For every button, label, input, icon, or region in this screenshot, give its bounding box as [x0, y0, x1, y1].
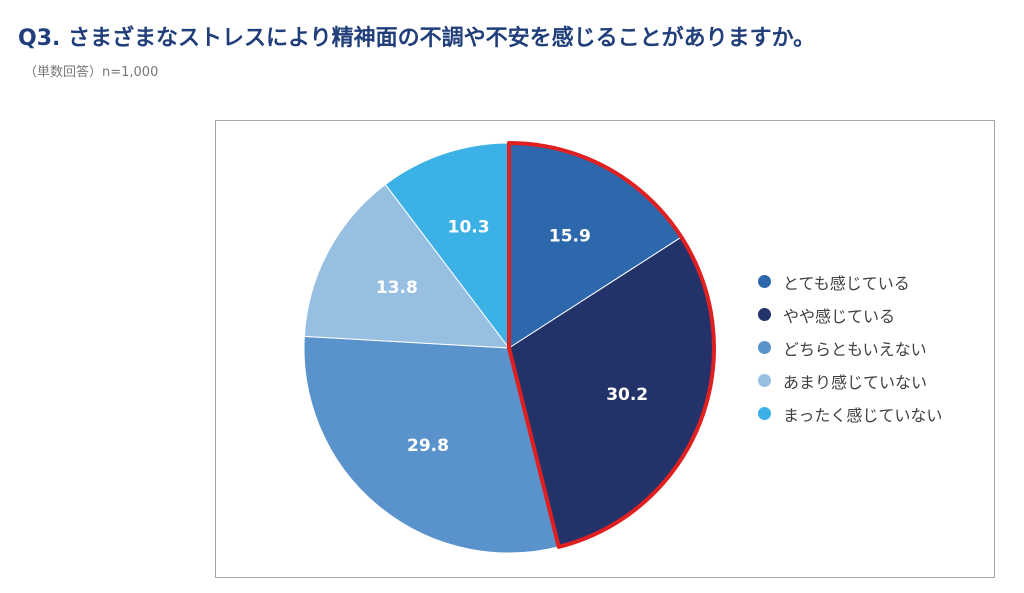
slice-value-label: 30.2	[606, 385, 648, 405]
legend-label: どちらともいえない	[783, 339, 927, 359]
legend-swatch	[758, 341, 771, 354]
legend-swatch	[758, 308, 771, 321]
pie-slice	[303, 183, 511, 349]
legend-label: あまり感じていない	[783, 372, 928, 392]
legend-item: あまり感じていない	[758, 364, 942, 397]
chart-frame: 15.9 30.2 29.8 13.8 10.3 とても感じている やや感じている どち…	[215, 120, 995, 578]
legend-label: まったく感じていない	[783, 405, 943, 425]
legend-item: どちらともいえない	[758, 331, 942, 364]
legend-item: まったく感じていない	[758, 397, 942, 430]
pie-slice	[384, 142, 510, 350]
pie-chart: 15.9 30.2 29.8 13.8 10.3	[303, 141, 716, 554]
legend-swatch	[758, 275, 771, 288]
highlight-outline	[507, 141, 716, 549]
page-title: Q3. さまざまなストレスにより精神面の不調や不安を感じることがありますか。	[18, 26, 816, 51]
slice-value-label: 10.3	[448, 217, 490, 237]
legend-swatch	[758, 374, 771, 387]
sample-size-note: （単数回答）n=1,000	[24, 65, 159, 80]
slice-value-label: 29.8	[407, 436, 449, 456]
legend-item: とても感じている	[758, 265, 942, 298]
legend-label: やや感じている	[783, 306, 896, 326]
legend-label: とても感じている	[783, 273, 910, 293]
pie-slice	[303, 335, 560, 554]
slice-value-label: 13.8	[376, 278, 418, 298]
legend-item: やや感じている	[758, 298, 942, 331]
legend-swatch	[758, 407, 771, 420]
slice-value-label: 15.9	[549, 226, 591, 246]
chart-legend: とても感じている やや感じている どちらともいえない あまり感じていない まった…	[758, 265, 942, 430]
